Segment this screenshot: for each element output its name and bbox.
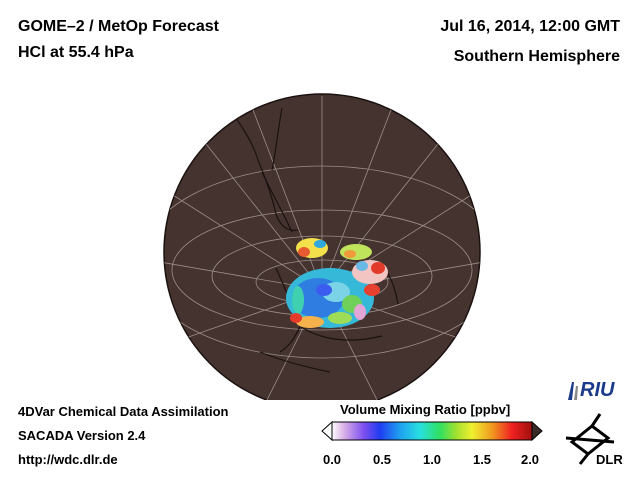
colorbar: [321, 420, 543, 442]
map-subtitle: HCl at 55.4 hPa: [18, 44, 134, 61]
southern-hemisphere-globe: [163, 93, 481, 400]
colorbar-min-arrow: [321, 420, 333, 442]
dlr-logo-text: DLR: [596, 452, 623, 467]
colorbar-gradient: [331, 421, 533, 441]
dlr-logo: DLR: [565, 413, 623, 467]
graticule: [164, 96, 480, 400]
hcl-data-field: [286, 238, 388, 328]
colorbar-tick: 2.0: [520, 452, 540, 467]
colorbar-max-arrow: [531, 420, 543, 442]
footer-method: 4DVar Chemical Data Assimilation: [18, 404, 229, 419]
footer-url: http://wdc.dlr.de: [18, 452, 118, 467]
forecast-datetime: Jul 16, 2014, 12:00 GMT: [440, 18, 620, 35]
riu-logo: RIU: [568, 379, 615, 401]
colorbar-tick: 1.5: [472, 452, 492, 467]
riu-logo-text: RIU: [580, 379, 615, 401]
data-patch-atlantic: [340, 244, 372, 260]
map-title: GOME–2 / MetOp Forecast: [18, 18, 219, 35]
colorbar-tick: 1.0: [422, 452, 442, 467]
colorbar-title: Volume Mixing Ratio [ppbv]: [340, 402, 511, 417]
colorbar-tick: 0.5: [372, 452, 392, 467]
colorbar-tick: 0.0: [322, 452, 342, 467]
footer-version: SACADA Version 2.4: [18, 428, 146, 443]
hemisphere-label: Southern Hemisphere: [453, 48, 620, 65]
